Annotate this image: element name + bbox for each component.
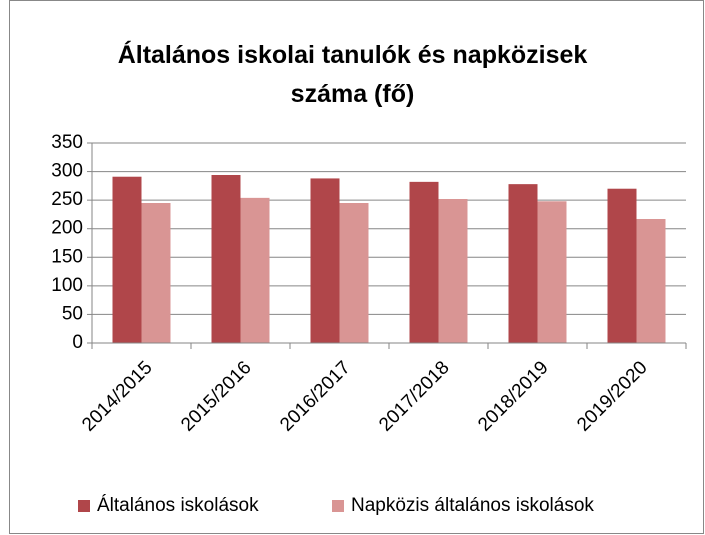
bar <box>537 201 567 343</box>
x-tick-label: 2015/2016 <box>177 357 255 435</box>
y-tick-label: 250 <box>51 189 83 210</box>
x-tick-label: 2014/2015 <box>78 357 156 435</box>
y-tick-label: 350 <box>51 132 83 153</box>
bar <box>112 176 142 343</box>
bar <box>438 199 468 343</box>
x-tick-label: 2018/2019 <box>474 357 552 435</box>
legend-label: Általános iskolások <box>97 495 259 516</box>
bar <box>310 178 340 343</box>
chart-title: Általános iskolai tanulók és napközisek … <box>117 41 588 108</box>
x-tick-label: 2016/2017 <box>276 357 354 435</box>
y-tick-label: 150 <box>51 246 83 267</box>
bar <box>636 219 666 343</box>
bar <box>240 197 270 343</box>
bar <box>607 188 637 343</box>
bar <box>339 203 369 343</box>
y-tick-label: 200 <box>51 218 83 239</box>
x-tick-label: 2019/2020 <box>573 357 651 435</box>
chart-border <box>9 0 704 534</box>
legend-swatch <box>332 500 344 512</box>
y-tick-label: 100 <box>51 275 83 296</box>
bar <box>508 184 538 343</box>
legend-label: Napközis általános iskolások <box>351 495 594 516</box>
bar <box>141 203 171 343</box>
legend-swatch <box>78 500 90 512</box>
y-tick-label: 50 <box>62 303 83 324</box>
y-tick-label: 0 <box>72 332 83 353</box>
bar <box>409 181 439 343</box>
y-tick-label: 300 <box>51 161 83 182</box>
x-tick-label: 2017/2018 <box>375 357 453 435</box>
bar <box>211 175 241 343</box>
